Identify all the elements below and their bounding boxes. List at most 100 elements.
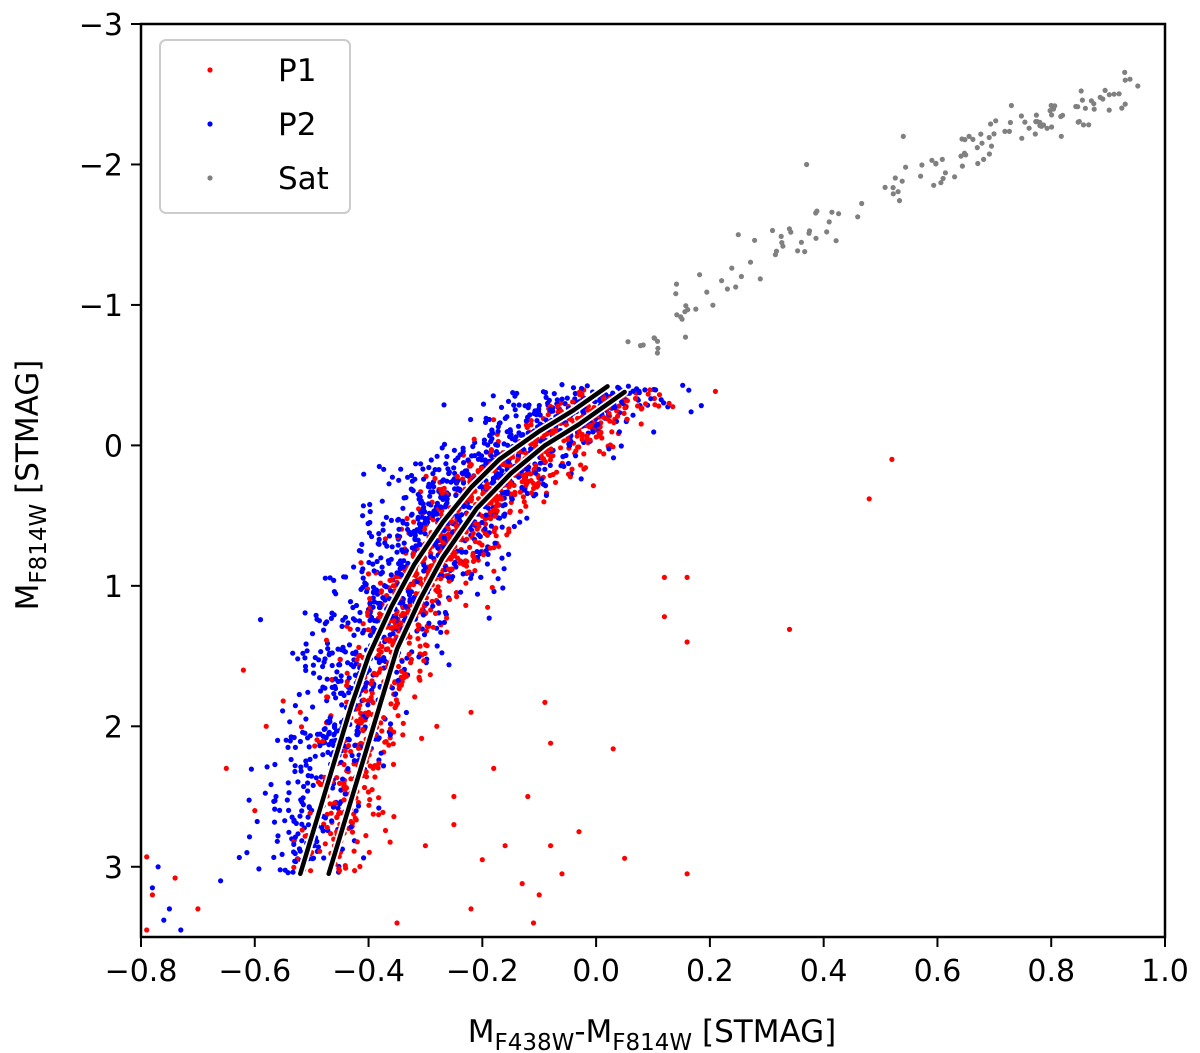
point-sat (890, 185, 896, 191)
point-p1 (377, 580, 384, 586)
point-p1 (370, 700, 376, 706)
point-p2 (572, 390, 578, 397)
point-p2 (395, 533, 401, 539)
point-p1 (369, 787, 375, 793)
point-p2 (438, 629, 444, 635)
point-sat (814, 208, 820, 214)
point-p1 (365, 627, 371, 633)
point-p2 (342, 791, 348, 797)
point-p2 (490, 393, 496, 399)
point-p2 (451, 447, 457, 453)
point-sat (1119, 105, 1125, 111)
point-p2 (661, 400, 667, 406)
point-p1 (415, 622, 421, 628)
point-p1 (468, 709, 474, 715)
point-p2 (458, 589, 464, 595)
point-p2 (371, 589, 377, 595)
point-p1 (576, 429, 582, 435)
y-tick-label: 3 (104, 851, 123, 886)
point-p2 (559, 382, 565, 388)
point-p1 (352, 868, 358, 874)
point-p2 (490, 430, 496, 436)
point-p2 (444, 453, 450, 460)
point-p2 (350, 664, 357, 670)
point-sat (933, 161, 939, 167)
point-p1 (345, 743, 352, 749)
point-sat (826, 219, 832, 225)
point-p2 (300, 729, 306, 735)
point-p1 (553, 427, 560, 433)
point-p2 (324, 719, 331, 725)
point-p2 (348, 824, 354, 830)
point-p2 (321, 627, 327, 633)
point-p2 (370, 604, 376, 610)
point-p1 (609, 429, 615, 435)
point-sat (1022, 119, 1028, 125)
point-p2 (415, 514, 421, 521)
point-p2 (450, 574, 456, 580)
point-p1 (519, 479, 525, 485)
point-p2 (367, 600, 373, 607)
point-p2 (329, 818, 335, 824)
point-p2 (360, 566, 366, 572)
point-p2 (428, 489, 434, 495)
point-p1 (464, 558, 470, 565)
point-p2 (479, 519, 485, 526)
point-p2 (340, 776, 346, 782)
point-p2 (287, 719, 293, 725)
point-p1 (390, 583, 396, 589)
point-p2 (332, 683, 338, 690)
x-tick-label: 0.0 (572, 954, 620, 989)
point-p2 (178, 927, 184, 933)
point-p2 (376, 531, 382, 537)
point-p1 (446, 596, 453, 603)
point-p2 (482, 419, 489, 425)
point-p2 (405, 560, 411, 566)
point-p1 (365, 571, 372, 577)
point-p1 (493, 503, 500, 509)
point-p1 (528, 418, 534, 424)
point-sat (806, 228, 813, 234)
point-p2 (317, 675, 323, 681)
point-p2 (307, 756, 313, 763)
point-p2 (688, 409, 694, 415)
point-p2 (388, 588, 394, 594)
legend: P1 P2 Sat (159, 39, 351, 214)
point-p2 (413, 461, 419, 467)
point-p2 (388, 556, 394, 562)
point-p1 (356, 644, 362, 651)
point-p2 (334, 669, 340, 675)
point-p2 (499, 468, 505, 474)
point-sat (1086, 122, 1092, 128)
point-p1 (523, 503, 529, 509)
point-p2 (409, 511, 415, 517)
point-p2 (444, 496, 450, 502)
point-p1 (487, 545, 493, 551)
point-p1 (491, 507, 497, 513)
point-p1 (363, 769, 369, 775)
point-p1 (565, 436, 571, 443)
point-p2 (516, 402, 522, 408)
y-tick-label: −2 (79, 148, 123, 183)
point-p2 (271, 819, 278, 825)
point-p2 (381, 656, 387, 662)
point-sat (1040, 122, 1047, 128)
point-p2 (465, 457, 471, 463)
point-p2 (277, 867, 283, 873)
point-p1 (661, 574, 668, 581)
point-p2 (333, 695, 339, 701)
point-p2 (506, 551, 512, 558)
fiducial-p1-line (326, 389, 627, 877)
point-p2 (559, 396, 565, 402)
point-p2 (492, 540, 498, 546)
point-sat (637, 343, 644, 349)
point-p2 (271, 854, 277, 861)
point-p2 (320, 828, 326, 834)
point-p2 (346, 690, 352, 696)
point-p2 (499, 524, 505, 530)
point-p1 (523, 471, 529, 478)
point-p2 (590, 429, 596, 435)
point-p1 (656, 392, 663, 398)
point-p1 (383, 637, 389, 643)
point-p2 (455, 477, 461, 484)
